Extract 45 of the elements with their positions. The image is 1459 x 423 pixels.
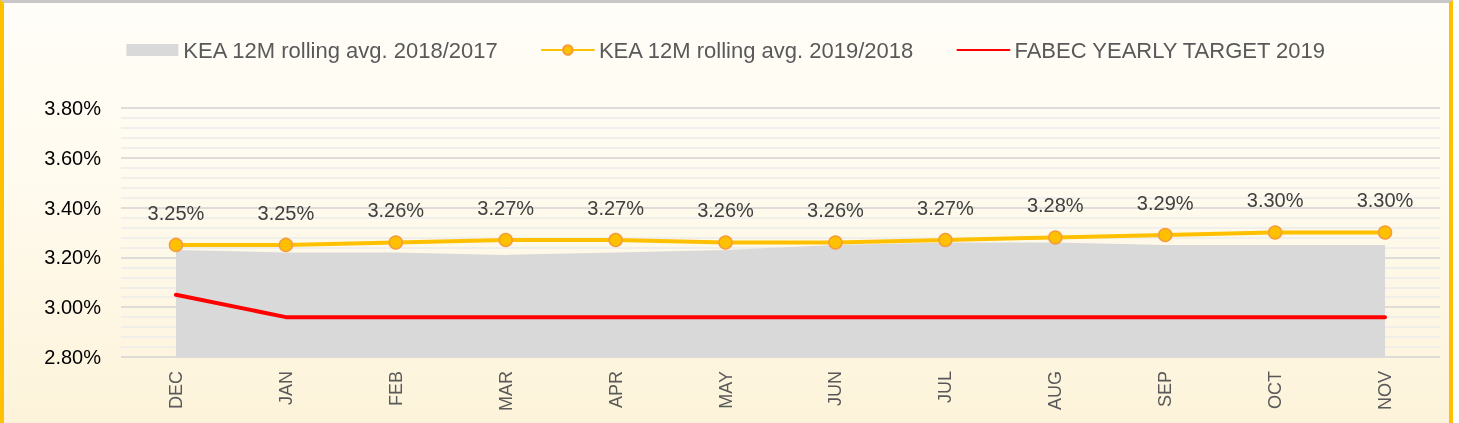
x-tick-label: MAR: [495, 371, 516, 411]
data-label: 3.30%: [1356, 189, 1414, 212]
x-tick-label: SEP: [1155, 371, 1176, 408]
x-tick-label: AUG: [1045, 371, 1066, 411]
data-label: 3.25%: [257, 201, 315, 224]
data-label: 3.26%: [367, 199, 425, 222]
point: [278, 237, 294, 253]
data-label: 3.29%: [1136, 191, 1194, 214]
point: [1048, 230, 1063, 245]
y-tick-label: 3.20%: [44, 246, 102, 269]
data-label: 3.30%: [1246, 189, 1304, 212]
point: [168, 237, 184, 253]
y-tick-label: 2.80%: [44, 346, 102, 368]
data-label: 3.25%: [147, 201, 205, 224]
x-tick-label: JUN: [825, 371, 846, 406]
x-tick-label: NOV: [1375, 371, 1396, 411]
x-tick-label: JUL: [935, 371, 956, 404]
x-tick-label: APR: [605, 371, 626, 409]
data-label: 3.28%: [1026, 194, 1084, 217]
point: [718, 235, 733, 250]
data-label: 3.27%: [587, 196, 645, 219]
data-label: 3.26%: [697, 199, 755, 222]
point: [1267, 225, 1283, 240]
x-tick-label: JAN: [275, 371, 296, 406]
point: [1157, 227, 1173, 243]
x-tick-label: MAY: [715, 371, 736, 409]
data-label: 3.27%: [917, 196, 974, 219]
y-tick-label: 3.80%: [44, 97, 102, 119]
data-label: 3.27%: [477, 196, 535, 219]
y-tick-label: 3.00%: [44, 296, 102, 319]
point: [608, 232, 623, 248]
point: [498, 232, 513, 248]
x-tick-label: DEC: [165, 371, 186, 410]
point: [828, 235, 843, 250]
data-label: 3.26%: [807, 199, 865, 222]
legend-label: FABEC YEARLY TARGET 2019: [1014, 37, 1326, 63]
legend-label: KEA 12M rolling avg. 2019/2018: [598, 37, 914, 63]
y-tick-label: 3.40%: [44, 196, 102, 219]
point: [938, 232, 953, 248]
point: [1377, 225, 1393, 240]
x-tick-label: FEB: [385, 371, 406, 407]
point: [388, 235, 404, 250]
x-tick-label: OCT: [1265, 371, 1286, 409]
legend-label: KEA 12M rolling avg. 2018/2017: [183, 37, 498, 63]
y-tick-label: 3.60%: [44, 146, 102, 169]
